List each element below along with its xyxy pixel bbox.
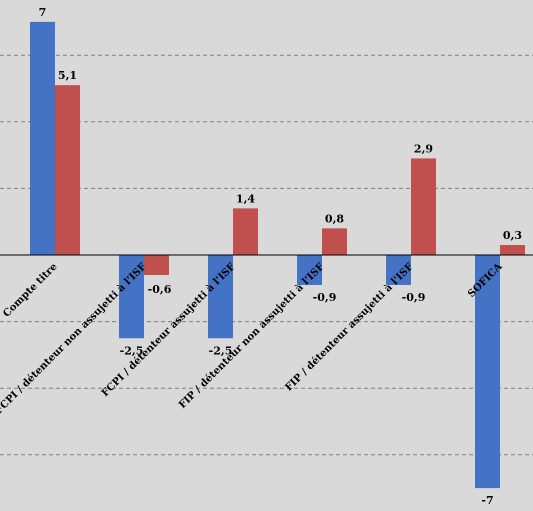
data-label: 1,4 [236,192,255,205]
data-label: 5,1 [58,69,77,82]
bar-red-2 [233,208,258,255]
bar-red-5 [500,245,525,255]
bar-red-0 [55,85,80,255]
data-label: -0,9 [402,291,426,304]
bar-blue-3 [297,255,322,285]
data-label: 0,8 [325,212,344,225]
bar-red-4 [411,158,436,255]
data-label: -2,5 [120,344,144,357]
bar-red-3 [322,228,347,255]
data-labels: 7 -2,5 -2,5 -0,9 -0,9 -7 5,1 -0,6 1,4 0,8 2,9 0,3 [39,6,522,507]
data-label: -2,5 [209,344,233,357]
bar-blue-4 [386,255,411,285]
bar-blue-1 [119,255,144,339]
data-label: 7 [39,6,47,19]
data-label: 2,9 [414,142,433,155]
category-label: FCPI / détenteur non assujetti à l'ISF [0,261,149,416]
bars [30,21,525,489]
category-label: Compte titre [1,261,59,319]
bar-blue-5 [475,255,500,489]
data-label: -0,9 [313,291,337,304]
data-label: 0,3 [503,229,522,242]
gridlines [0,54,533,456]
bar-blue-0 [30,21,55,256]
bar-blue-2 [208,255,233,339]
data-label: -0,6 [148,283,172,296]
bar-red-1 [144,255,169,275]
data-label: -7 [481,494,493,507]
